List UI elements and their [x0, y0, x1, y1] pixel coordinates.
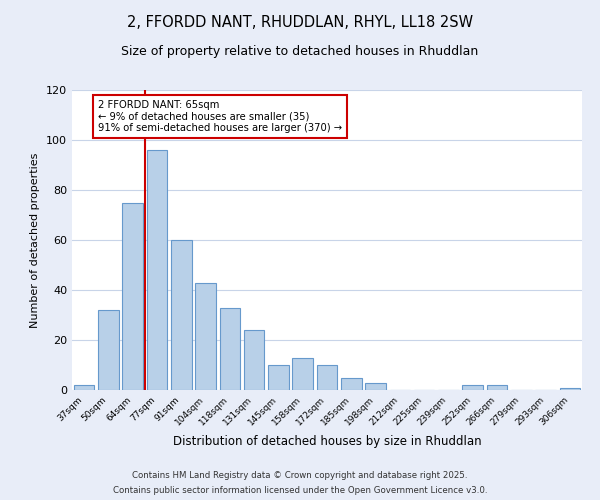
Bar: [220, 308, 240, 390]
Text: 2, FFORDD NANT, RHUDDLAN, RHYL, LL18 2SW: 2, FFORDD NANT, RHUDDLAN, RHYL, LL18 2SW: [127, 15, 473, 30]
Y-axis label: Number of detached properties: Number of detached properties: [31, 152, 40, 328]
Bar: [122, 202, 143, 390]
Bar: [487, 385, 508, 390]
Bar: [98, 310, 119, 390]
Bar: [365, 382, 386, 390]
Bar: [74, 385, 94, 390]
X-axis label: Distribution of detached houses by size in Rhuddlan: Distribution of detached houses by size …: [173, 436, 481, 448]
Bar: [341, 378, 362, 390]
Text: Contains HM Land Registry data © Crown copyright and database right 2025.: Contains HM Land Registry data © Crown c…: [132, 471, 468, 480]
Bar: [244, 330, 265, 390]
Bar: [146, 150, 167, 390]
Bar: [195, 282, 216, 390]
Bar: [560, 388, 580, 390]
Bar: [268, 365, 289, 390]
Text: Contains public sector information licensed under the Open Government Licence v3: Contains public sector information licen…: [113, 486, 487, 495]
Text: Size of property relative to detached houses in Rhuddlan: Size of property relative to detached ho…: [121, 45, 479, 58]
Bar: [171, 240, 191, 390]
Bar: [463, 385, 483, 390]
Text: 2 FFORDD NANT: 65sqm
← 9% of detached houses are smaller (35)
91% of semi-detach: 2 FFORDD NANT: 65sqm ← 9% of detached ho…: [97, 100, 341, 133]
Bar: [317, 365, 337, 390]
Bar: [292, 358, 313, 390]
